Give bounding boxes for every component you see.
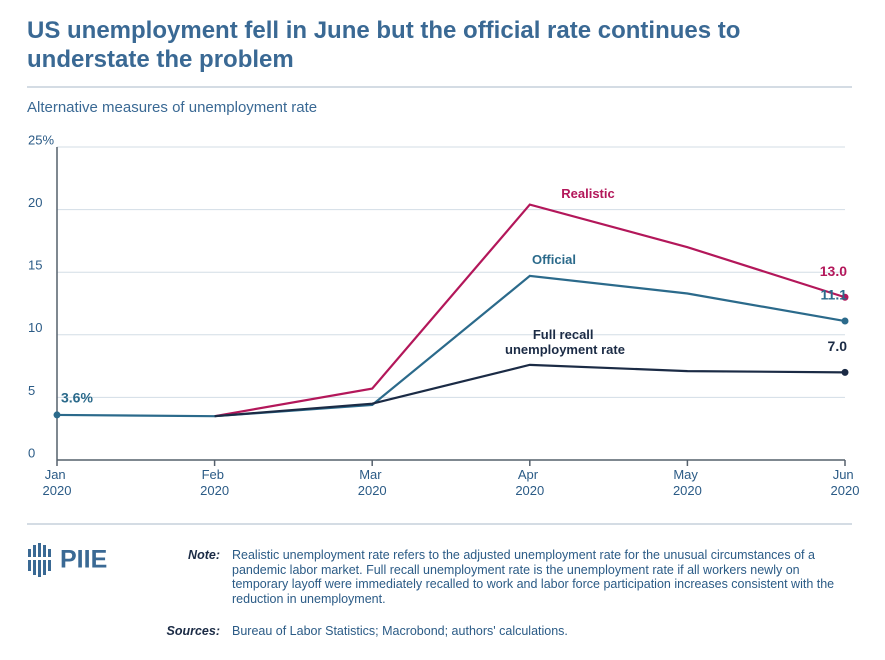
logo-icon (26, 543, 54, 577)
note-label: Note: (188, 548, 220, 562)
x-tick-label: Feb 2020 (200, 467, 229, 498)
y-tick-label: 25% (28, 132, 54, 147)
point (53, 411, 61, 419)
x-tick-label: Apr 2020 (515, 467, 544, 498)
logo-text: PIIE (60, 546, 107, 574)
value-label: 7.0 (828, 338, 848, 354)
title: US unemployment fell in June but the off… (27, 17, 741, 73)
series-label: Official (532, 252, 576, 267)
y-tick-label: 20 (28, 195, 42, 210)
value-label: 11.1 (821, 287, 848, 303)
series-label: Realistic (561, 186, 614, 201)
line (56, 274, 846, 418)
value-label: 13.0 (820, 263, 847, 279)
note-text: Realistic unemployment rate refers to th… (232, 548, 835, 606)
x-tick-label: Jun 2020 (831, 467, 860, 498)
y-tick-label: 15 (28, 258, 42, 273)
sources-text: Bureau of Labor Statistics; Macrobond; a… (232, 624, 568, 638)
point (841, 368, 849, 376)
y-tick-label: 0 (28, 445, 35, 460)
subtitle: Alternative measures of unemployment rat… (27, 99, 317, 116)
x-tick-label: Jan 2020 (43, 467, 72, 498)
x-tick-label: Mar 2020 (358, 467, 387, 498)
sources-label: Sources: (166, 624, 221, 638)
point (841, 293, 849, 301)
line (214, 203, 846, 418)
value-label: 3.6% (61, 390, 93, 406)
line (214, 363, 846, 418)
y-tick-label: 10 (28, 320, 42, 335)
series-label: Full recall unemployment rate (505, 327, 625, 357)
x-tick-label: May 2020 (673, 467, 702, 498)
y-tick-label: 5 (28, 383, 35, 398)
point (841, 317, 849, 325)
